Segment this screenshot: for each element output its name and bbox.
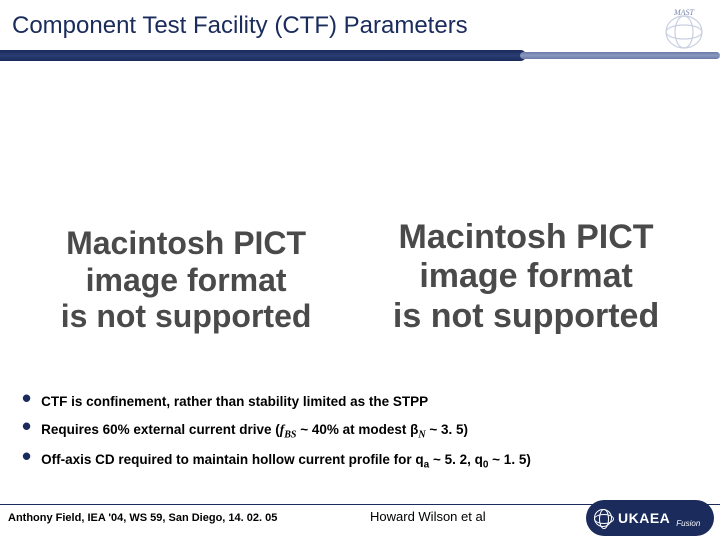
ukaea-logo: UKAEA Fusion: [586, 500, 714, 536]
bullet-text: CTF is confinement, rather than stabilit…: [41, 389, 428, 413]
pict-placeholder-left: Macintosh PICT image format is not suppo…: [61, 225, 312, 335]
underline-dark: [0, 50, 526, 61]
list-item: • CTF is confinement, rather than stabil…: [22, 389, 698, 413]
mast-logo-text: MAST: [673, 8, 695, 17]
underline-light: [520, 52, 720, 59]
list-item: • Off-axis CD required to maintain hollo…: [22, 447, 698, 474]
slide: Component Test Facility (CTF) Parameters…: [0, 0, 720, 540]
placeholder-line: image format: [393, 257, 659, 296]
ukaea-pill: UKAEA Fusion: [586, 500, 714, 536]
fusion-text: Fusion: [676, 519, 700, 528]
bullet-text: Off-axis CD required to maintain hollow …: [41, 447, 531, 474]
footer-author: Anthony Field, IEA '04, WS 59, San Diego…: [8, 512, 277, 524]
title-underline: [0, 48, 720, 62]
fusion-sphere-icon: [594, 509, 612, 527]
bullet-icon: •: [22, 389, 31, 407]
pict-placeholder-right: Macintosh PICT image format is not suppo…: [393, 218, 659, 335]
bullet-icon: •: [22, 447, 31, 465]
footer: Anthony Field, IEA '04, WS 59, San Diego…: [0, 496, 720, 540]
bullet-list: • CTF is confinement, rather than stabil…: [22, 389, 698, 478]
list-item: • Requires 60% external current drive (f…: [22, 417, 698, 444]
bullet-icon: •: [22, 417, 31, 435]
placeholder-line: is not supported: [393, 297, 659, 336]
placeholder-line: is not supported: [61, 298, 312, 335]
page-title: Component Test Facility (CTF) Parameters: [12, 12, 468, 40]
footer-attribution: Howard Wilson et al: [370, 509, 486, 524]
placeholder-line: Macintosh PICT: [393, 218, 659, 257]
title-bar: Component Test Facility (CTF) Parameters…: [0, 0, 720, 62]
bullet-text: Requires 60% external current drive (fBS…: [41, 417, 468, 444]
placeholder-line: image format: [61, 262, 312, 299]
ukaea-text: UKAEA: [618, 510, 670, 526]
mast-logo-icon: MAST: [660, 6, 708, 50]
placeholder-line: Macintosh PICT: [61, 225, 312, 262]
